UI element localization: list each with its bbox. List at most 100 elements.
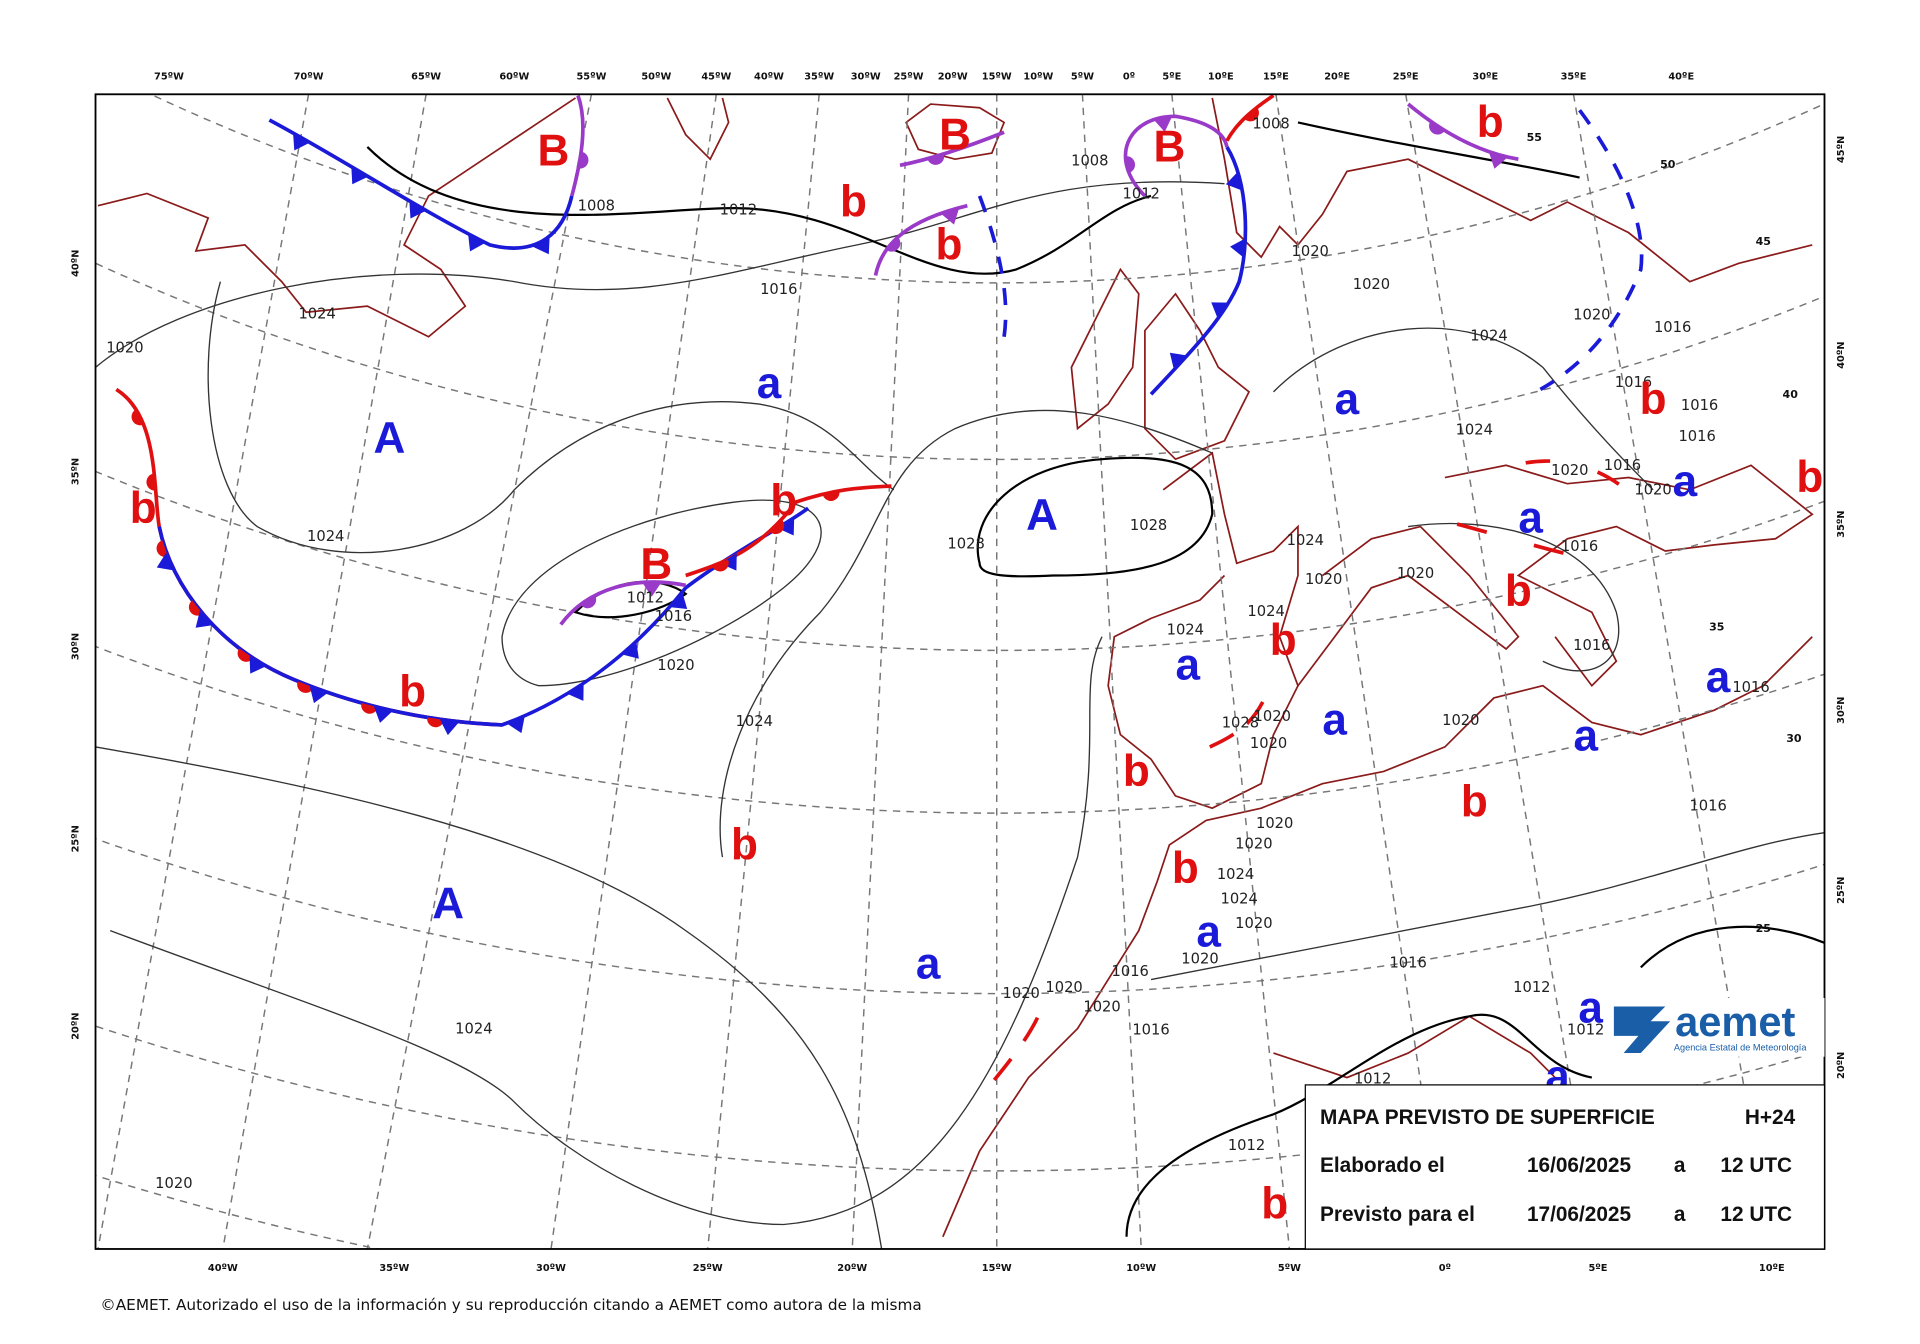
isobar-label: 1020 — [1045, 979, 1082, 996]
pressure-center: B — [939, 110, 971, 159]
isobar-label: 1020 — [1235, 915, 1272, 932]
isobar-label: 1020 — [1442, 712, 1479, 729]
front-semicircle — [237, 648, 254, 662]
isobar-label: 1024 — [1247, 603, 1284, 620]
lon-label: 35ºW — [379, 1263, 409, 1274]
front-semicircle — [131, 408, 144, 426]
lon-label: 5ºE — [1588, 1263, 1607, 1274]
lon-label: 0º — [1439, 1263, 1451, 1274]
lon-label: 30ºW — [851, 72, 881, 83]
logo-icon — [1613, 1006, 1671, 1054]
cold-front — [268, 118, 574, 250]
pressure-center: b — [1796, 453, 1823, 502]
map-area — [95, 94, 1825, 1249]
lon-label: 50ºW — [641, 72, 671, 83]
front-semicircle — [297, 681, 314, 693]
front-triangle — [293, 132, 311, 151]
lat-label: 40ºN — [1836, 341, 1847, 368]
pressure-center: B — [640, 540, 672, 589]
lon-label: 15ºW — [982, 72, 1012, 83]
isobar — [501, 499, 822, 687]
lon-label: 20ºW — [837, 1263, 867, 1274]
lon-label: 25ºE — [1393, 72, 1419, 83]
trough — [1539, 109, 1644, 391]
front-triangle — [1230, 238, 1246, 258]
pressure-center: b — [1477, 98, 1504, 147]
isobar — [1272, 327, 1654, 491]
lat-label: 45ºN — [1836, 136, 1847, 163]
cold-front — [157, 506, 810, 727]
lat-label: 30ºN — [70, 633, 81, 660]
front-triangle — [351, 166, 369, 185]
front-triangle — [567, 683, 584, 701]
coastline — [1273, 1015, 1556, 1079]
isobar-label: 1028 — [1222, 714, 1259, 731]
occluded-front — [899, 130, 1005, 168]
pressure-center: a — [1673, 457, 1698, 506]
isobar-label: 1024 — [1220, 891, 1257, 908]
meridian — [1404, 94, 1599, 1249]
front-triangle — [309, 686, 329, 704]
front-triangle — [439, 719, 460, 736]
pressure-center: b — [1261, 1179, 1288, 1228]
lon-label: 10ºW — [1023, 72, 1053, 83]
footer: ©AEMET. Autorizado el uso de la informac… — [100, 1296, 921, 1314]
front-semicircle — [712, 559, 729, 572]
pressure-center: a — [916, 939, 941, 988]
logo-name: aemet — [1675, 998, 1795, 1045]
logo-subtitle: Agencia Estatal de Meteorología — [1674, 1043, 1807, 1053]
isobar-label: 1020 — [1256, 815, 1293, 832]
front-semicircle — [146, 473, 156, 491]
isobar-label: 1016 — [1389, 954, 1426, 971]
isobar — [1150, 831, 1825, 981]
lon-label: 35ºW — [804, 72, 834, 83]
meridian — [707, 94, 820, 1249]
info-title: MAPA PREVISTO DE SUPERFICIE — [1320, 1106, 1655, 1129]
meridian — [550, 94, 718, 1249]
info-box — [1304, 1084, 1826, 1250]
grid-label: 25 — [1756, 922, 1771, 935]
pressure-center: a — [1578, 983, 1603, 1032]
meridian — [1081, 94, 1142, 1249]
trough — [977, 195, 1008, 337]
front-symbols — [131, 107, 1508, 736]
isobar-label: 1008 — [1071, 152, 1108, 169]
pressure-center: b — [399, 668, 426, 717]
pressure-center: b — [1172, 844, 1199, 893]
info-label: Previsto para el — [1320, 1203, 1475, 1226]
isobar-label: 1024 — [307, 528, 344, 545]
lat-label: 35ºN — [70, 458, 81, 485]
front-semicircle — [822, 490, 840, 501]
isobar-label: 1020 — [1634, 482, 1671, 499]
pressure-center: b — [936, 221, 963, 270]
lat-label: 25ºN — [70, 825, 81, 852]
front-semicircle — [885, 236, 901, 252]
isobar-label: 1012 — [1567, 1022, 1604, 1039]
isobar-label: 1016 — [655, 608, 692, 625]
lon-label: 15ºW — [982, 1263, 1012, 1274]
grid-label: 50 — [1660, 158, 1676, 171]
isobar — [1297, 121, 1580, 179]
lon-label: 10ºE — [1759, 1263, 1785, 1274]
trough — [1525, 459, 1628, 492]
lat-label: 30ºN — [1836, 697, 1847, 724]
isobar-label: 1020 — [1083, 998, 1120, 1015]
lon-label: 5ºE — [1162, 72, 1181, 83]
front-triangle — [506, 715, 525, 734]
isobar-label: 1020 — [155, 1175, 192, 1192]
isobar-label: 1016 — [1732, 679, 1769, 696]
meridian — [851, 94, 910, 1249]
grid-label: 55 — [1527, 131, 1542, 144]
pressure-center: b — [1270, 616, 1297, 665]
isobar-label: 1020 — [1254, 708, 1291, 725]
lon-label: 25ºW — [693, 1263, 723, 1274]
isobar — [95, 746, 883, 1249]
pressure-center: a — [1322, 696, 1347, 745]
parallel — [95, 469, 1825, 651]
info-sep: a — [1674, 1203, 1686, 1226]
front-semicircle — [580, 595, 597, 609]
pressure-center: b — [1123, 747, 1150, 796]
front-semicircle — [156, 540, 168, 557]
isobar-label: 1012 — [720, 201, 757, 218]
trough — [1209, 691, 1270, 749]
